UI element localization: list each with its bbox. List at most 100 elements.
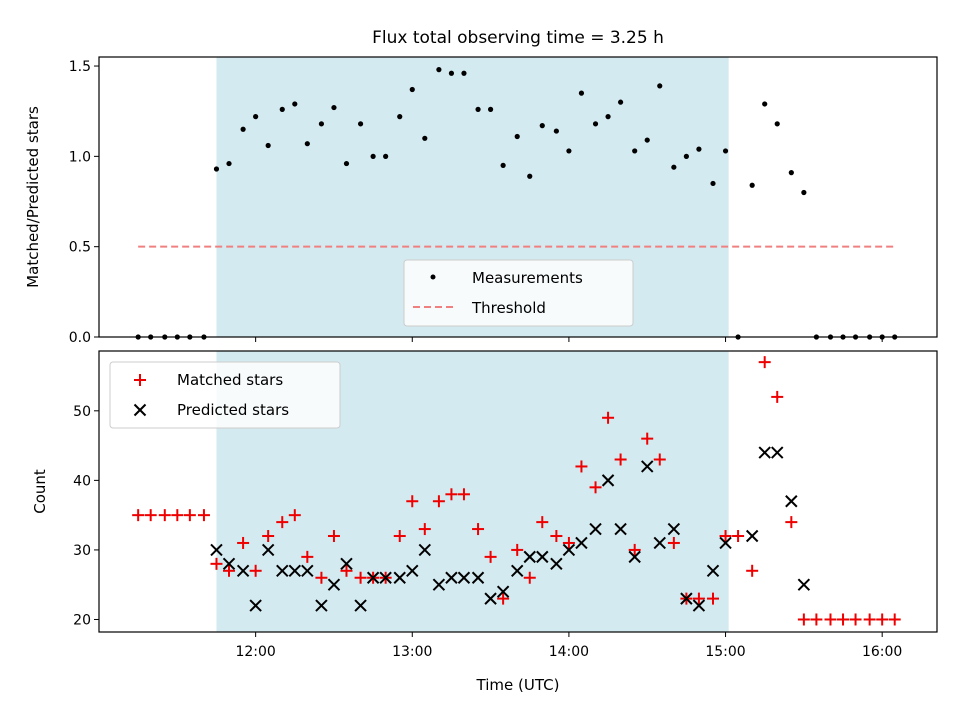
legend-marker-predicted-stars <box>133 403 147 417</box>
matched-star-point <box>550 530 563 543</box>
measurement-point <box>722 148 729 154</box>
measurement-point <box>762 101 768 107</box>
predicted-star-point <box>418 543 432 557</box>
matched-star-point <box>707 592 720 605</box>
predicted-star-point <box>511 564 524 577</box>
matched-star-point <box>484 550 497 563</box>
measurement-point <box>422 135 428 141</box>
bottom-x-ticks: 12:00 13:00 14:00 15:00 16:00 <box>235 632 902 660</box>
predicted-star-point <box>523 550 536 564</box>
top-panel: 0.0 0.5 1.0 1.5 Matched/Predicted stars Mea… <box>24 56 938 346</box>
measurement-point <box>788 170 794 176</box>
matched-star-point <box>340 564 353 577</box>
measurement-point <box>213 166 220 172</box>
y-tick-label: 50 <box>73 404 91 420</box>
matched-star-point <box>144 509 157 522</box>
matched-star-point <box>210 557 223 570</box>
measurement-point <box>553 128 559 134</box>
measurement-point <box>500 162 506 168</box>
top-x-ticks <box>255 337 883 342</box>
bottom-legend-box <box>109 361 341 429</box>
predicted-star-point <box>261 543 275 557</box>
matched-star-point <box>536 516 549 529</box>
measurement-point <box>566 148 572 154</box>
matched-star-point <box>837 613 850 626</box>
measurement-point <box>475 106 481 112</box>
measurement-point <box>253 114 259 120</box>
matched-star-point <box>575 460 588 473</box>
measurement-point <box>710 180 716 187</box>
matched-star-point <box>562 536 575 549</box>
bottom-y-ticks: 20 30 40 50 <box>73 404 99 628</box>
matched-star-point <box>824 613 837 626</box>
x-tick-label: 14:00 <box>549 644 589 660</box>
matched-star-point <box>276 516 289 529</box>
matched-star-point <box>237 536 250 549</box>
legend-x-glyph <box>133 403 147 417</box>
top-y-ticks: 0.0 0.5 1.0 1.5 <box>69 59 99 346</box>
measurement-point <box>749 182 755 188</box>
predicted-star-point <box>589 522 602 536</box>
top-axes-frame <box>98 56 938 338</box>
measurement-point <box>383 153 389 159</box>
predicted-star-point <box>797 578 811 591</box>
measurement-point <box>279 106 285 112</box>
matched-star-point <box>432 495 445 508</box>
measurement-point <box>774 121 780 127</box>
matched-star-point <box>171 509 184 522</box>
measurement-point <box>657 83 663 89</box>
predicted-star-point <box>354 599 367 612</box>
measurement-point <box>605 114 611 120</box>
measurement-point <box>487 106 494 112</box>
matched-star-point <box>653 453 666 466</box>
measurement-point <box>514 133 520 140</box>
bottom-legend: Matched stars Predicted stars <box>109 361 341 429</box>
predicted-star-point <box>222 557 236 571</box>
measurement-point <box>527 173 533 179</box>
matched-star-point <box>614 453 627 466</box>
predicted-star-point <box>536 550 549 564</box>
bottom-axes-frame <box>98 350 938 633</box>
x-tick-label: 13:00 <box>392 644 432 660</box>
predicted-star-point <box>653 536 666 550</box>
matched-star-point <box>354 571 367 584</box>
top-legend: Measurements Threshold <box>403 259 634 327</box>
measurement-point <box>461 70 467 76</box>
predicted-star-point <box>471 571 485 584</box>
legend-label-predicted-stars: Predicted stars <box>177 401 289 419</box>
predicted-star-point <box>667 522 681 536</box>
matched-star-point <box>301 550 314 563</box>
predicted-star-point <box>366 571 380 584</box>
predicted-star-point <box>406 564 419 577</box>
matched-star-point <box>692 592 705 605</box>
measurement-point <box>683 153 689 159</box>
measurement-point <box>292 101 298 107</box>
y-tick-label: 1.0 <box>69 149 91 165</box>
top-y-axis-label: Matched/Predicted stars <box>24 106 42 288</box>
predicted-star-point <box>340 557 353 571</box>
measurement-point <box>617 99 624 105</box>
matched-star-point <box>262 530 275 543</box>
legend-label-threshold: Threshold <box>471 299 546 317</box>
measurement-point <box>539 123 545 129</box>
matched-star-point <box>327 530 340 543</box>
matched-star-point <box>393 530 406 543</box>
matched-star-point <box>197 509 210 522</box>
bottom-y-axis-label: Count <box>31 469 49 514</box>
measurement-point <box>357 121 364 127</box>
bottom-panel: 20 30 40 50 12:00 13:00 14:00 15:00 16:00 Count… <box>31 350 938 694</box>
matched-star-point <box>602 411 615 424</box>
y-tick-label: 0.5 <box>69 240 91 256</box>
predicted-star-point <box>719 536 732 550</box>
predicted-star-point <box>641 460 654 473</box>
chart-title: Flux total observing time = 3.25 h <box>372 28 664 48</box>
predicted-star-point <box>575 536 588 550</box>
predicted-star-point <box>432 578 446 591</box>
matched-star-point <box>810 613 823 626</box>
predicted-star-point <box>379 571 392 584</box>
matched-star-point <box>288 509 301 522</box>
predicted-star-point <box>496 585 510 598</box>
measurement-point <box>304 141 310 147</box>
measurement-point <box>370 153 376 159</box>
